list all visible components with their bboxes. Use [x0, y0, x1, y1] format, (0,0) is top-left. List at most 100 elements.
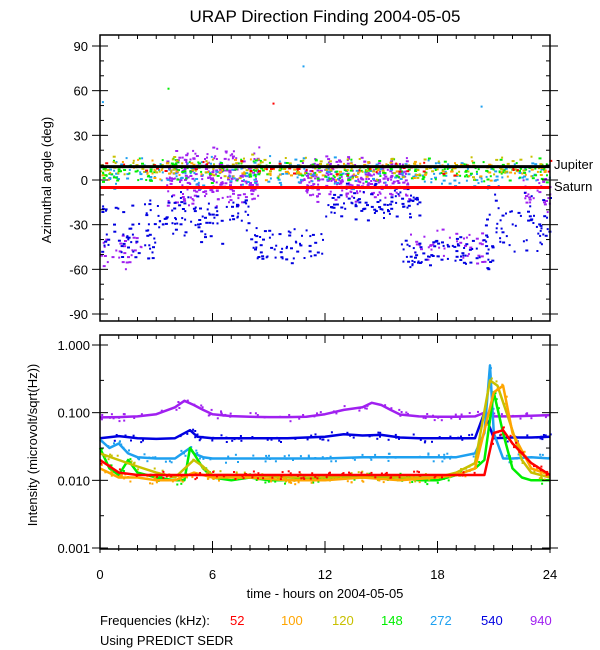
azimuth-point-120 — [269, 170, 272, 173]
intensity-point-52 — [462, 471, 465, 474]
intensity-point-52 — [546, 470, 548, 473]
azimuth-point-540 — [395, 201, 398, 204]
azimuth-point-540 — [204, 216, 207, 219]
azimuth-point-100 — [288, 172, 290, 175]
intensity-point-940 — [118, 420, 121, 423]
azimuth-point-540 — [373, 184, 377, 187]
intensity-point-940 — [254, 412, 257, 415]
azimuth-point-148 — [475, 170, 478, 173]
azimuth-point-540 — [501, 214, 505, 217]
azimuth-point-540 — [229, 218, 232, 221]
azimuth-point-120 — [425, 172, 428, 175]
azimuth-point-540 — [453, 245, 457, 248]
intensity-point-148 — [510, 460, 513, 463]
azimuth-point-120 — [455, 164, 458, 166]
azimuth-point-100 — [264, 179, 268, 182]
intensity-point-272 — [427, 452, 430, 455]
azimuth-point-940 — [181, 169, 185, 172]
azimuth-point-100 — [365, 175, 369, 178]
intensity-point-940 — [319, 411, 322, 414]
azimuth-point-148 — [278, 169, 282, 172]
intensity-point-120 — [110, 454, 113, 457]
azimuth-point-540 — [105, 233, 108, 236]
azimuth-point-540 — [414, 256, 417, 259]
azimuth-point-272 — [184, 172, 187, 175]
azimuth-point-940 — [228, 201, 230, 204]
azimuth-point-540 — [201, 215, 204, 218]
azimuth-point-148 — [254, 159, 258, 162]
azimuth-point-100 — [192, 163, 196, 166]
intensity-point-540 — [194, 430, 197, 432]
azimuth-point-272 — [139, 171, 142, 174]
azimuth-point-272 — [355, 180, 358, 182]
azimuth-point-940 — [179, 181, 181, 183]
intensity-point-100 — [177, 475, 180, 478]
azimuth-point-100 — [468, 175, 471, 177]
azimuth-point-540 — [184, 231, 188, 234]
azimuth-point-940 — [367, 172, 370, 174]
azimuth-point-52 — [105, 162, 109, 165]
azimuth-point-540 — [537, 232, 540, 235]
intensity-point-52 — [329, 471, 331, 474]
azimuth-point-120 — [423, 158, 427, 161]
azimuth-point-120 — [243, 157, 245, 160]
azimuth-point-540 — [181, 208, 185, 210]
azimuth-point-272 — [245, 175, 249, 178]
intensity-point-272 — [450, 455, 453, 458]
azimuth-point-540 — [327, 204, 330, 207]
azimuth-point-272 — [534, 163, 538, 166]
intensity-point-52 — [389, 476, 392, 479]
azimuth-point-100 — [211, 173, 214, 176]
azimuth-point-940 — [386, 177, 390, 180]
azimuth-point-120 — [504, 171, 507, 174]
intensity-point-52 — [257, 472, 260, 475]
intensity-point-100 — [151, 482, 154, 485]
azimuth-point-940 — [215, 181, 218, 184]
azimuth-point-148 — [210, 182, 214, 184]
intensity-point-940 — [384, 404, 387, 407]
azimuth-point-940 — [186, 152, 189, 155]
intensity-point-940 — [302, 414, 305, 416]
azimuth-point-100 — [376, 169, 379, 172]
intensity-point-940 — [220, 412, 223, 415]
azimuth-point-540 — [127, 236, 131, 239]
azimuth-point-540 — [487, 258, 490, 261]
intensity-point-148 — [255, 479, 258, 481]
azimuth-point-940 — [135, 241, 138, 244]
azimuth-point-940 — [442, 254, 445, 257]
intensity-point-940 — [450, 417, 453, 420]
azimuth-point-100 — [121, 161, 124, 163]
intensity-point-272 — [369, 456, 372, 459]
azimuth-point-52 — [398, 170, 402, 173]
azimuth-point-940 — [188, 204, 190, 207]
azimuth-point-540 — [175, 218, 177, 221]
azimuth-point-940 — [181, 156, 184, 159]
intensity-point-940 — [263, 416, 266, 419]
azimuth-point-272 — [158, 169, 160, 171]
intensity-point-148 — [478, 461, 481, 463]
intensity-point-272 — [449, 457, 452, 460]
azimuth-point-148 — [339, 177, 341, 180]
azimuth-point-940 — [241, 173, 245, 176]
intensity-point-272 — [274, 460, 277, 463]
azimuth-point-540 — [308, 250, 312, 253]
intensity-point-100 — [545, 475, 548, 478]
intensity-point-52 — [108, 464, 111, 467]
azimuth-point-940 — [251, 184, 254, 186]
azimuth-point-540 — [171, 209, 174, 212]
azimuth-point-100 — [536, 170, 539, 173]
azimuth-point-540 — [287, 230, 290, 233]
azimuth-point-540 — [113, 223, 116, 226]
azimuth-point-540 — [390, 200, 394, 203]
azimuth-point-272 — [159, 163, 162, 166]
intensity-point-940 — [500, 413, 503, 416]
intensity-point-100 — [154, 478, 157, 481]
azimuth-point-940 — [378, 179, 381, 182]
azimuth-point-540 — [538, 223, 542, 226]
azimuth-point-940 — [404, 179, 408, 182]
azimuth-point-272 — [253, 178, 257, 181]
intensity-point-52 — [253, 473, 256, 476]
azimuth-point-148 — [489, 175, 492, 178]
intensity-point-940 — [316, 412, 318, 415]
